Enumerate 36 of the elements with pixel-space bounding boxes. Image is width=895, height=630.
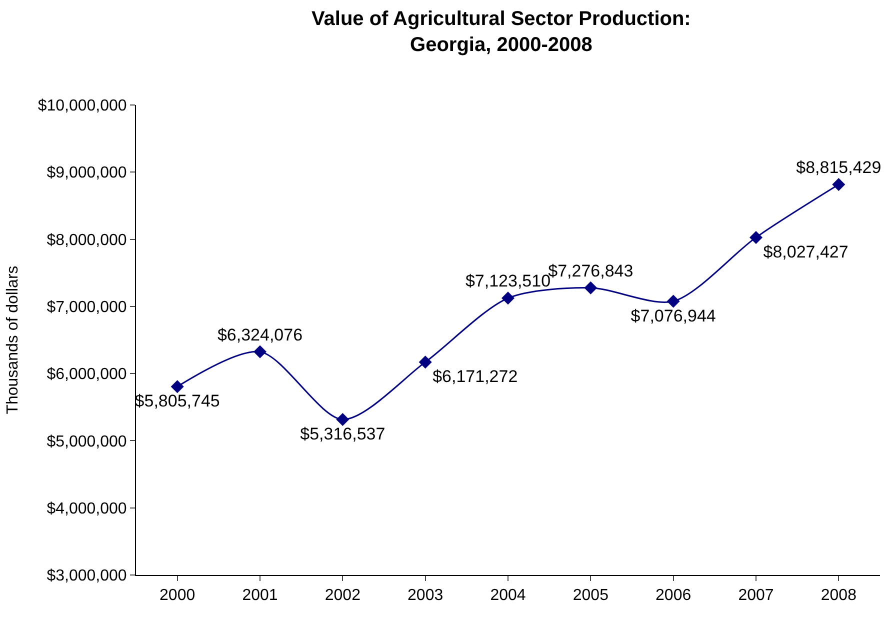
y-tick-label: $4,000,000 (46, 500, 127, 518)
x-tick-label: 2002 (324, 587, 361, 604)
x-tick-label: 2005 (572, 587, 609, 604)
chart-title: Value of Agricultural Sector Production: Georgia, 2000-2008 (312, 8, 691, 56)
point (666, 294, 680, 308)
y-axis-title: Thousands of dollars (4, 266, 22, 414)
data-label: $8,027,427 (763, 242, 848, 262)
y-tick-label: $7,000,000 (46, 299, 127, 316)
point (170, 380, 184, 394)
y-tick-label: $6,000,000 (46, 366, 127, 384)
point (418, 356, 432, 369)
y-tick-label: $9,000,000 (46, 164, 127, 182)
y-tick-label: $8,000,000 (46, 232, 127, 249)
x-tick-label: 2003 (408, 587, 444, 604)
x-tick-label: 2004 (490, 587, 526, 604)
data-label: $5,316,537 (300, 424, 386, 444)
point (336, 412, 350, 426)
data-label: $6,171,272 (432, 367, 518, 386)
y-tick-label: $3,000,000 (46, 568, 127, 585)
y-tick-label: $5,000,000 (46, 433, 127, 450)
y-tick-label: $10,000,000 (38, 98, 127, 115)
point (502, 292, 514, 305)
x-tick-label: 2006 (656, 587, 692, 604)
data-label: $8,815,429 (796, 158, 882, 178)
point (750, 230, 762, 244)
point (254, 345, 266, 358)
data-label: $7,076,944 (630, 306, 716, 326)
x-tick-label: 2008 (820, 587, 857, 604)
x-tick-label: 2000 (160, 587, 196, 604)
data-label: $6,324,076 (217, 325, 303, 344)
point (584, 281, 598, 294)
data-label: $7,123,510 (465, 272, 551, 291)
x-tick-label: 2001 (242, 587, 278, 604)
data-label: $5,805,745 (134, 392, 220, 411)
x-tick-label: 2007 (738, 587, 774, 604)
point (832, 178, 846, 192)
